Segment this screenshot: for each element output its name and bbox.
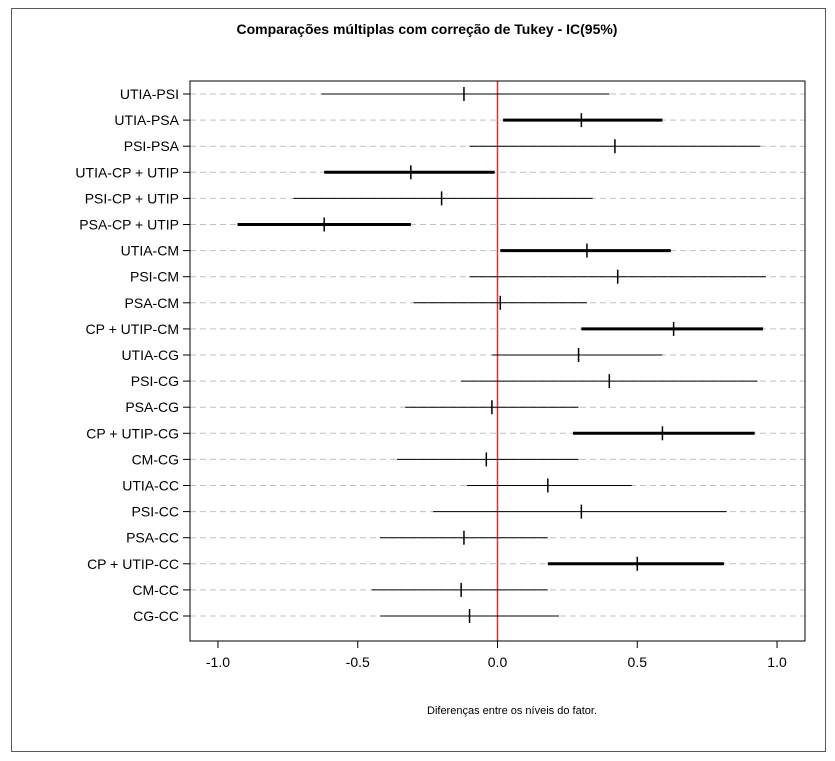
y-tick-label: PSA-CM xyxy=(125,295,179,311)
y-tick-label: PSI-CP + UTIP xyxy=(85,190,179,206)
y-tick-label: PSA-CP + UTIP xyxy=(79,217,179,233)
y-tick-label: PSI-PSA xyxy=(124,138,180,154)
chart-frame: Comparações múltiplas com correção de Tu… xyxy=(11,8,826,752)
confidence-intervals xyxy=(237,87,766,623)
y-tick-label: CP + UTIP-CC xyxy=(87,556,179,572)
y-tick-label: PSI-CG xyxy=(131,373,179,389)
x-axis-label: Diferenças entre os níveis do fator. xyxy=(427,705,597,717)
y-tick-label: CP + UTIP-CG xyxy=(86,425,179,441)
tukey-interval-chart: Comparações múltiplas com correção de Tu… xyxy=(75,21,806,717)
y-tick-label: UTIA-CG xyxy=(121,347,179,363)
x-tick-label: 0.5 xyxy=(628,654,648,670)
y-tick-label: CM-CG xyxy=(132,451,179,467)
y-tick-label: UTIA-CP + UTIP xyxy=(75,164,179,180)
y-tick-labels: UTIA-PSI UTIA-PSA PSI-PSA UTIA-CP + UTIP PSI… xyxy=(75,86,190,624)
y-tick-label: CG-CC xyxy=(133,608,179,624)
y-tick-label: PSA-CC xyxy=(126,530,179,546)
y-tick-label: UTIA-PSA xyxy=(114,112,179,128)
x-axis: -1.0 -0.5 0.0 0.5 1.0 xyxy=(206,641,787,670)
x-tick-label: 0.0 xyxy=(488,654,508,670)
y-tick-label: CP + UTIP-CM xyxy=(86,321,179,337)
y-tick-label: UTIA-CM xyxy=(121,243,179,259)
y-tick-label: UTIA-CC xyxy=(122,478,179,494)
y-tick-label: UTIA-PSI xyxy=(120,86,179,102)
y-tick-label: PSI-CM xyxy=(130,269,179,285)
chart-title: Comparações múltiplas com correção de Tu… xyxy=(237,21,618,37)
x-tick-label: -1.0 xyxy=(206,654,230,670)
x-tick-label: 1.0 xyxy=(767,654,787,670)
x-tick-label: -0.5 xyxy=(346,654,370,670)
y-tick-label: PSA-CG xyxy=(125,399,179,415)
y-tick-label: CM-CC xyxy=(132,582,179,598)
y-tick-label: PSI-CC xyxy=(132,504,179,520)
